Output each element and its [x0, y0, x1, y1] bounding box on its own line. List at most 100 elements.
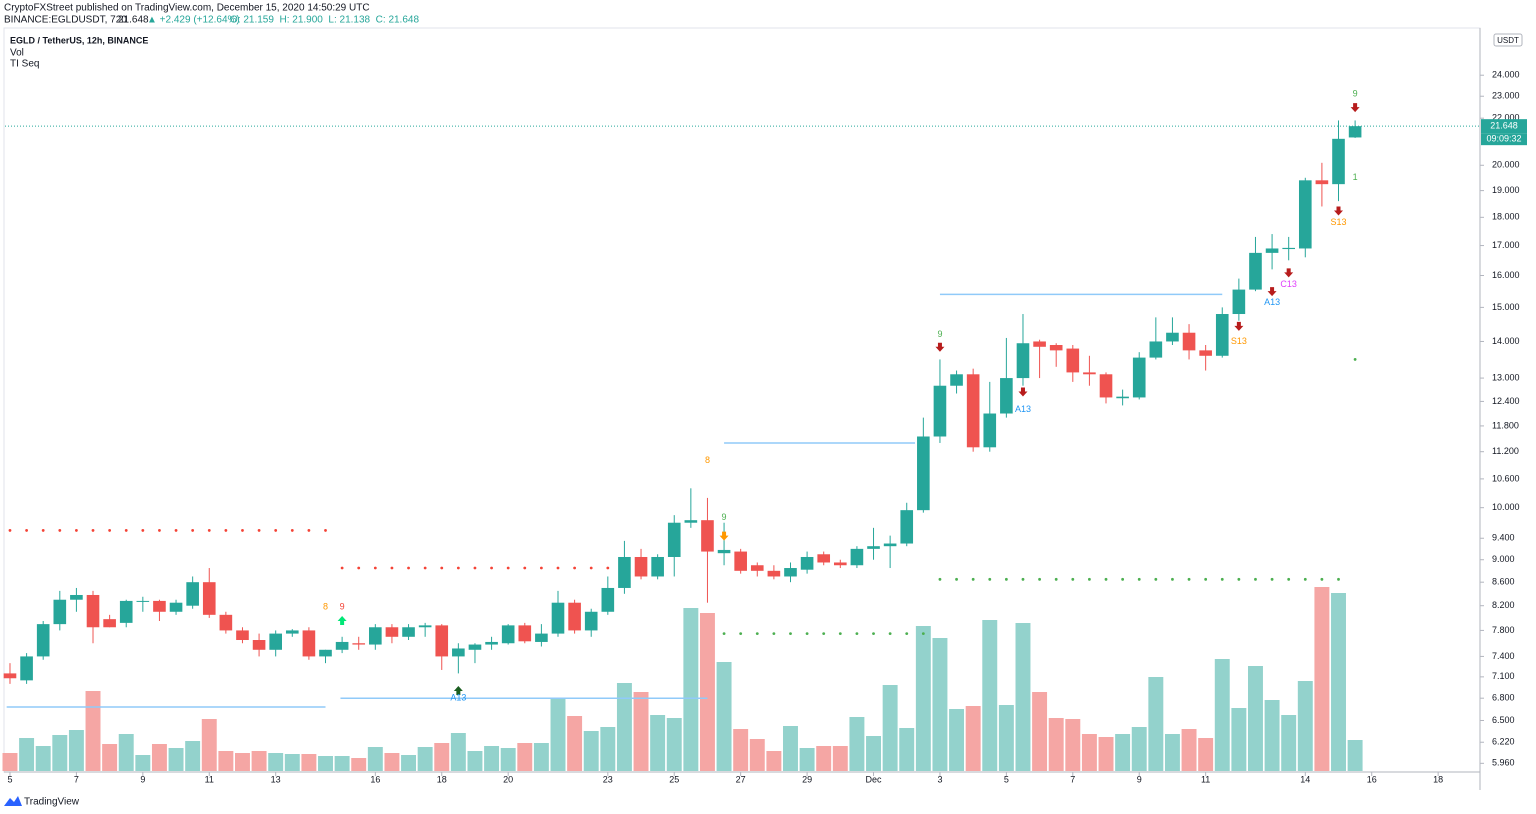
candle-body	[750, 565, 764, 571]
level-dot	[921, 632, 925, 635]
currency: USDT	[1497, 36, 1519, 45]
candle-body	[817, 554, 831, 563]
volume-bar	[367, 747, 383, 771]
volume-bar	[1231, 708, 1247, 771]
volume-bar	[450, 733, 466, 771]
candle-body	[535, 633, 548, 642]
y-tick-label: 13.000	[1492, 372, 1520, 382]
indicator: TI Seq	[10, 59, 39, 70]
candle-body	[1232, 289, 1246, 315]
level-dots	[722, 632, 925, 635]
volume-bar	[633, 692, 649, 771]
x-tick-label: 11	[205, 774, 214, 784]
level-dot	[25, 529, 28, 532]
level-dot	[423, 566, 427, 570]
candle-body	[136, 600, 150, 602]
level-dot	[1104, 577, 1108, 581]
level-dot	[905, 632, 909, 635]
y-tick-label: 15.000	[1492, 302, 1520, 312]
volume-bar	[882, 685, 898, 771]
seq-arrow	[1284, 268, 1294, 278]
volume-bar	[1297, 681, 1313, 771]
candle-body	[784, 568, 797, 577]
volume-bar	[68, 730, 84, 771]
volume-bar	[334, 756, 350, 771]
x-tick-label: 9	[140, 774, 145, 784]
volume-bar	[1214, 659, 1230, 771]
candle-body	[335, 641, 349, 650]
candle-body	[352, 643, 366, 645]
candle-body	[236, 630, 249, 641]
level-dot	[556, 566, 560, 570]
x-tick-label: 16	[1367, 774, 1377, 784]
x-tick-label: 7	[74, 774, 79, 784]
volume-bar	[600, 727, 616, 771]
x-tick-label: 11	[1201, 774, 1210, 784]
candle-body	[568, 602, 581, 631]
candle-body	[501, 625, 515, 644]
y-tick-label: 8.200	[1492, 600, 1515, 610]
candle-body	[983, 413, 997, 448]
volume-bar	[500, 748, 516, 771]
level-dot	[191, 529, 195, 532]
candle-body	[518, 625, 532, 642]
volume-bar	[550, 699, 566, 771]
volume-bar	[1247, 666, 1263, 771]
level-dot	[872, 632, 875, 635]
y-tick-label: 12.400	[1492, 396, 1520, 406]
level-dot	[506, 566, 510, 570]
price-tag	[1481, 119, 1527, 134]
seq-label: 8	[323, 601, 328, 611]
volume-bar	[19, 738, 35, 771]
x-tick-label: 7	[1070, 774, 1075, 784]
level-dot	[1187, 577, 1191, 581]
level-dot	[58, 529, 62, 532]
volume-bar	[1015, 623, 1031, 771]
level-dots	[1353, 358, 1357, 361]
level-dot	[955, 577, 958, 581]
candle-body	[1049, 345, 1063, 351]
candle-body	[186, 582, 199, 606]
candle-body	[966, 374, 980, 448]
candle-body	[1166, 332, 1179, 342]
volume-bar	[1065, 719, 1081, 771]
y-tick-label: 7.100	[1492, 671, 1515, 681]
volume-bar	[2, 753, 18, 771]
y-tick-label: 20.000	[1492, 160, 1520, 170]
volume-bar	[151, 744, 167, 771]
volume-bar	[816, 746, 832, 771]
volume-bar	[251, 751, 267, 771]
volume-bar	[1198, 738, 1214, 771]
level-dot	[91, 529, 95, 532]
candle-body	[53, 599, 67, 625]
volume-bar	[118, 734, 134, 771]
level-dot	[490, 566, 493, 570]
volume-bar	[616, 683, 632, 771]
y-tick-label: 9.400	[1492, 533, 1515, 543]
symbol: BINANCE:EGLDUSDT, 720	[4, 15, 127, 26]
level-dot	[1287, 577, 1291, 581]
y-tick-label: 10.000	[1492, 502, 1520, 512]
publisher: CryptoFXStreet published on TradingView.…	[4, 3, 370, 14]
candle-body	[667, 522, 681, 557]
level-dot	[257, 529, 261, 532]
candle-body	[850, 548, 864, 566]
candle-body	[1000, 378, 1013, 414]
candle-body	[900, 510, 914, 544]
level-dot	[440, 566, 444, 570]
volume-bar	[799, 748, 815, 771]
volume-bar	[533, 743, 549, 771]
level-dot	[606, 566, 610, 570]
x-tick-label: 9	[1137, 774, 1142, 784]
level-dot	[755, 632, 759, 635]
candle-body	[1332, 138, 1345, 185]
volume-bar	[284, 754, 300, 771]
level-dot	[290, 529, 294, 532]
candle-body	[684, 520, 698, 523]
seq-label: C13	[1280, 279, 1297, 289]
candle-body	[302, 630, 316, 657]
candle-body	[800, 556, 814, 570]
candle-body	[1033, 341, 1046, 347]
seq-label: S13	[1231, 336, 1247, 346]
